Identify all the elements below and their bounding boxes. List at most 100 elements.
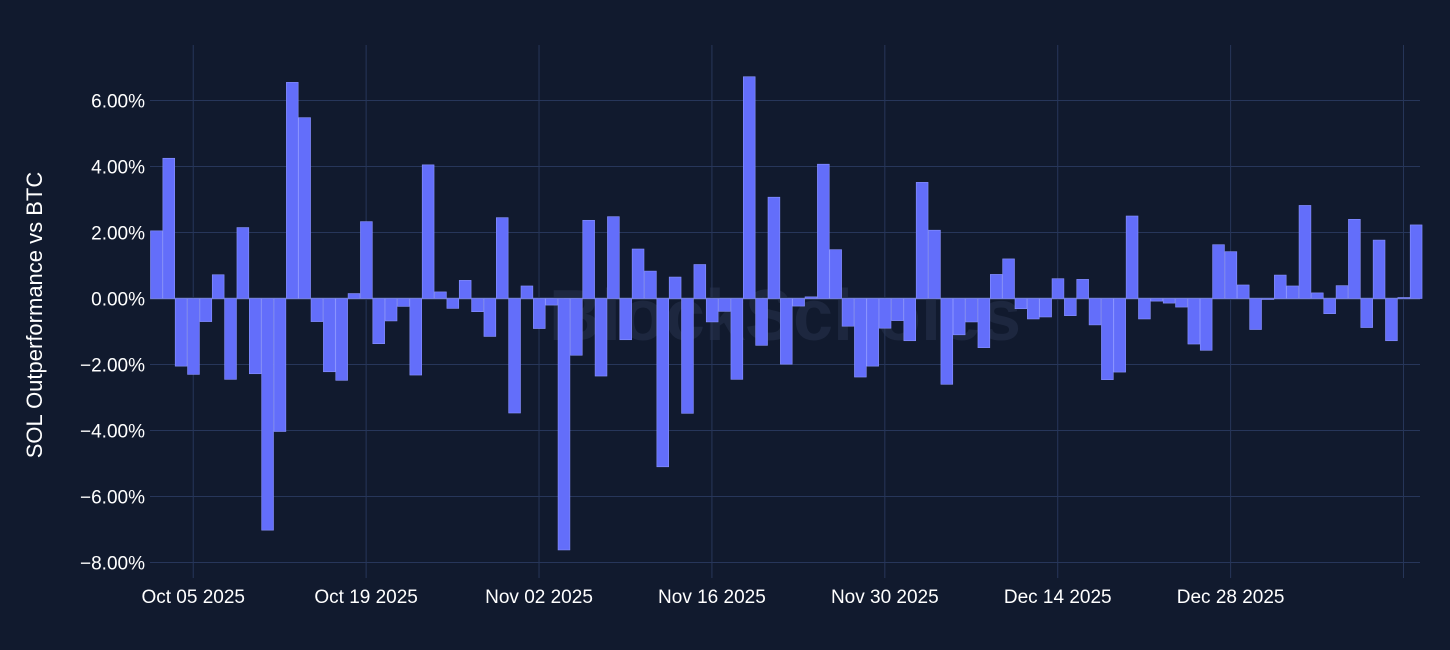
- bar: [1348, 219, 1361, 299]
- bar: [940, 298, 954, 385]
- bar: [1385, 298, 1398, 342]
- bar: [458, 280, 472, 299]
- bar: [384, 298, 398, 322]
- y-tick-label: 6.00%: [91, 92, 145, 113]
- bar: [804, 296, 818, 299]
- bar: [409, 298, 423, 376]
- bar: [1335, 285, 1349, 299]
- bar: [1002, 258, 1015, 299]
- bar: [150, 230, 163, 299]
- bar: [520, 285, 534, 299]
- bar: [607, 216, 620, 299]
- bar: [1076, 279, 1089, 299]
- y-tick-label: 0.00%: [91, 290, 145, 311]
- bar: [508, 298, 521, 414]
- bar: [1274, 274, 1287, 299]
- bar: [1261, 298, 1275, 300]
- x-tick-label: Oct 19 2025: [314, 587, 418, 608]
- bar: [1323, 298, 1336, 314]
- bar: [780, 298, 793, 365]
- bar: [1372, 239, 1386, 299]
- bar: [360, 221, 373, 299]
- bar: [557, 298, 571, 551]
- bar: [1249, 298, 1262, 330]
- bar: [989, 274, 1003, 299]
- y-axis-ticks: 6.00% 4.00% 2.00% 0.00% −2.00% −4.00% −6.00% −8…: [80, 92, 145, 575]
- bar: [656, 298, 669, 468]
- bar: [792, 298, 805, 307]
- bar: [211, 274, 225, 299]
- bar: [249, 298, 262, 375]
- bar: [718, 298, 731, 312]
- bar: [644, 270, 657, 299]
- y-tick-label: −4.00%: [80, 422, 145, 443]
- bar: [1125, 215, 1139, 299]
- y-tick-label: 2.00%: [91, 224, 145, 245]
- bar: [841, 298, 855, 327]
- bar: [1311, 292, 1324, 299]
- bar: [705, 298, 719, 323]
- bar: [1237, 284, 1250, 299]
- bar: [1286, 285, 1299, 299]
- bar: [903, 298, 916, 342]
- bar: [335, 298, 348, 381]
- bar: [928, 229, 941, 299]
- x-tick-label: Nov 16 2025: [658, 587, 766, 608]
- bar: [1138, 298, 1151, 320]
- bar: [1298, 205, 1312, 299]
- bar: [446, 298, 460, 309]
- bar: [582, 219, 595, 299]
- bar: [224, 298, 237, 380]
- bar: [965, 298, 978, 323]
- bar: [767, 196, 781, 299]
- bar: [1051, 278, 1065, 299]
- bar: [347, 293, 361, 299]
- bars: [150, 76, 1423, 551]
- bar: [1014, 298, 1028, 310]
- x-tick-label: Oct 05 2025: [141, 587, 245, 608]
- y-tick-label: 4.00%: [91, 158, 145, 179]
- bar: [483, 298, 497, 337]
- bar: [545, 298, 558, 306]
- bar: [952, 298, 966, 336]
- bar: [1224, 251, 1238, 299]
- bar: [977, 298, 991, 348]
- bar: [471, 298, 484, 312]
- bar: [829, 249, 842, 299]
- y-tick-label: −6.00%: [80, 488, 145, 509]
- bar: [286, 82, 299, 299]
- bar: [273, 298, 287, 432]
- x-tick-label: Nov 30 2025: [831, 587, 939, 608]
- bar: [1175, 298, 1188, 308]
- bar: [619, 298, 632, 341]
- bar: [1088, 298, 1102, 326]
- bar: [878, 298, 892, 329]
- bar: [817, 163, 830, 299]
- bar: [236, 227, 250, 299]
- y-tick-label: −2.00%: [80, 356, 145, 377]
- bar: [594, 298, 608, 377]
- bar: [1360, 298, 1373, 328]
- bar: [730, 298, 744, 380]
- bar: [1101, 298, 1114, 380]
- bar: [310, 298, 324, 322]
- bar: [1162, 298, 1176, 304]
- bar: [162, 157, 176, 299]
- x-tick-label: Dec 14 2025: [1004, 587, 1112, 608]
- y-axis-label: SOL Outperformance vs BTC: [22, 172, 47, 459]
- bar: [187, 298, 200, 375]
- bar: [1212, 244, 1225, 299]
- bar: [742, 76, 756, 299]
- bar: [915, 182, 929, 299]
- x-tick-label: Nov 02 2025: [485, 587, 593, 608]
- bar: [1409, 224, 1423, 299]
- bar: [891, 298, 904, 321]
- y-tick-label: −8.00%: [80, 554, 145, 575]
- bar: [681, 298, 694, 414]
- x-axis-ticks: Oct 05 2025 Oct 19 2025 Nov 02 2025 Nov 16 …: [141, 587, 1284, 608]
- bar: [298, 117, 311, 299]
- bar: [1027, 298, 1040, 320]
- bar: [1199, 298, 1213, 351]
- bar: [1187, 298, 1201, 345]
- bar: [1064, 298, 1077, 316]
